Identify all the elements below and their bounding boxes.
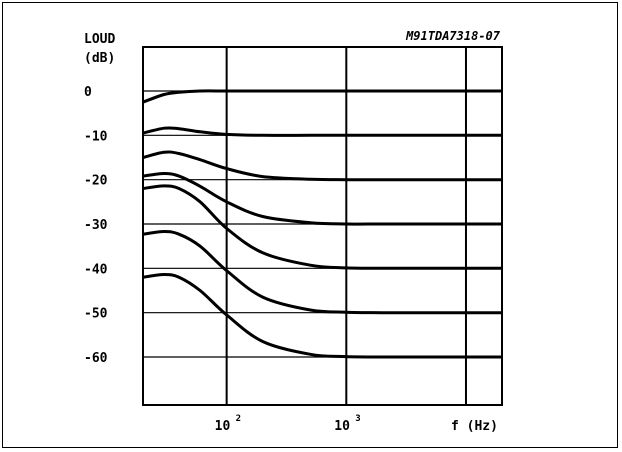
- loudness-curve: [142, 230, 502, 315]
- figure-frame: [2, 2, 618, 448]
- x-tick-exponent: 3: [355, 414, 360, 424]
- x-tick-exponent: 2: [236, 414, 241, 424]
- x-tick-label: 10: [334, 419, 350, 434]
- x-tick-label: 10: [215, 419, 231, 434]
- labels: M91TDA7318-07 LOUD (dB) f (Hz) 0 -10 -20 -3…: [84, 29, 501, 434]
- plot-border: [142, 46, 503, 406]
- y-tick-label: -10: [84, 129, 108, 144]
- loudness-curve: [142, 172, 502, 226]
- loudness-curve: [142, 184, 502, 270]
- loudness-curve: [142, 273, 502, 359]
- y-tick-label: -40: [84, 262, 108, 277]
- x-axis-label: f (Hz): [451, 419, 498, 434]
- y-tick-label: -20: [84, 174, 108, 189]
- ylabel-line2: (dB): [84, 51, 115, 66]
- y-tick-label: 0: [84, 85, 92, 100]
- loudness-curve: [142, 126, 502, 137]
- grid: [143, 47, 502, 405]
- y-tick-label: -30: [84, 218, 108, 233]
- y-tick-label: -50: [84, 307, 108, 322]
- loudness-curve: [142, 89, 503, 104]
- loudness-curve: [142, 150, 502, 182]
- y-tick-label: -60: [84, 351, 108, 366]
- curves: [142, 89, 503, 359]
- code-label: M91TDA7318-07: [405, 29, 501, 43]
- ylabel-line1: LOUD: [84, 32, 115, 47]
